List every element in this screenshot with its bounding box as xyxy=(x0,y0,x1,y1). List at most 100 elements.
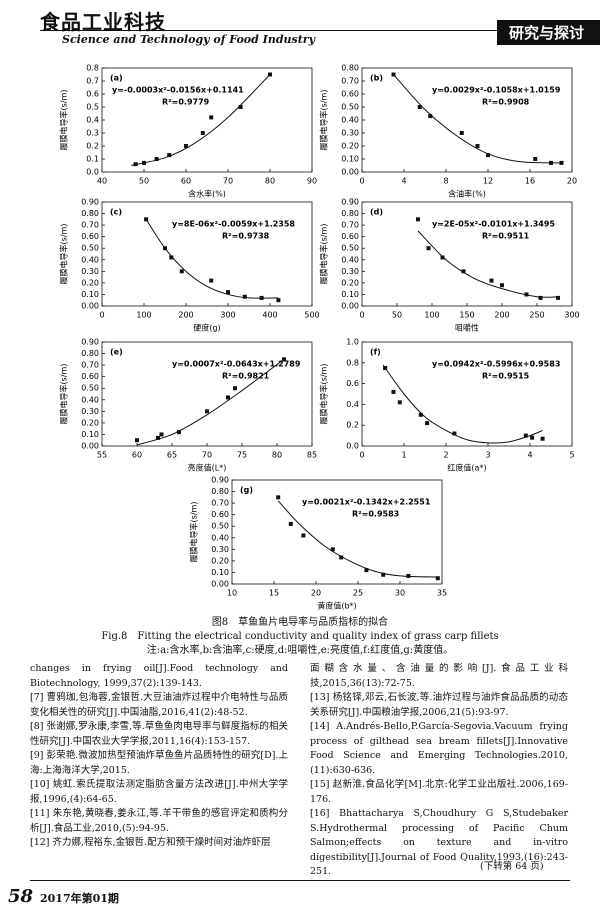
data-point xyxy=(540,436,545,441)
data-point xyxy=(426,246,431,251)
data-point xyxy=(391,72,396,77)
data-point xyxy=(524,292,529,297)
y-axis-label: 履膜电导率(s/m) xyxy=(319,90,329,151)
data-point xyxy=(381,572,386,577)
x-tick-label: 50 xyxy=(139,177,149,186)
y-tick-label: 0.70 xyxy=(81,221,99,230)
data-point xyxy=(425,421,430,426)
data-point xyxy=(205,409,209,414)
y-axis-label: 履膜电导率(s/m) xyxy=(319,364,329,425)
x-tick-label: 0 xyxy=(359,177,364,186)
data-point xyxy=(500,283,504,288)
y-tick-label: 0.20 xyxy=(211,556,229,565)
x-tick-label: 60 xyxy=(181,177,191,186)
y-tick-label: 0.0 xyxy=(346,442,359,451)
y-tick-label: 0.8 xyxy=(86,64,99,73)
reference: 面糊含水量、含油量的影响[J].食品工业科技,2015,36(13):72-75… xyxy=(310,663,568,689)
data-point xyxy=(383,366,388,370)
y-tick-label: 0.30 xyxy=(341,267,359,276)
reference: [16] Bhattacharya S,Choudhury G S,Studeb… xyxy=(310,808,568,877)
y-tick-label: 0.40 xyxy=(341,116,359,125)
data-point xyxy=(461,269,466,274)
fit-equation: y=0.0021x²-0.1342x+2.2551 xyxy=(302,498,431,507)
data-point xyxy=(556,295,560,300)
x-tick-label: 12 xyxy=(483,177,493,186)
x-tick-label: 16 xyxy=(525,177,535,186)
data-point xyxy=(159,432,164,437)
x-tick-label: 30 xyxy=(395,589,405,598)
x-tick-label: 20 xyxy=(567,177,577,186)
y-tick-label: 0.30 xyxy=(341,129,359,138)
data-point xyxy=(209,278,214,283)
data-point xyxy=(226,395,230,400)
data-point xyxy=(339,555,344,560)
x-tick-label: 100 xyxy=(424,311,439,320)
reference: [14] A.Andrés-Bello,P.García-Segovia.Vac… xyxy=(310,721,568,776)
data-point xyxy=(549,160,553,165)
y-tick-label: 0.80 xyxy=(341,64,359,73)
data-point xyxy=(301,533,306,538)
data-point xyxy=(486,153,490,158)
y-tick-label: 0.50 xyxy=(211,522,229,531)
y-tick-label: 0.40 xyxy=(81,395,99,404)
y-tick-label: 0.30 xyxy=(211,545,229,554)
chart-panel: 0.00 0.10 0.20 0.30 0.40 0.50 0.60 0.70 0.80 0 4 8 1… xyxy=(310,62,580,202)
data-point xyxy=(397,400,402,405)
x-axis-label: 硬度(g) xyxy=(193,323,220,333)
panel-label: (b) xyxy=(370,74,383,83)
x-tick-label: 90 xyxy=(307,177,317,186)
y-tick-label: 0.80 xyxy=(81,349,99,358)
data-point xyxy=(169,255,174,260)
footer-rule xyxy=(30,880,570,881)
data-point xyxy=(184,144,188,148)
data-point xyxy=(276,298,281,303)
data-point xyxy=(417,105,422,109)
data-point xyxy=(459,131,464,135)
chart: 0.0 0.2 0.4 0.6 0.8 1.0 0 1 2 3 4 5 红度值(a*) 履膜电导率(s/m… xyxy=(319,338,575,473)
data-point xyxy=(233,386,237,391)
x-tick-label: 8 xyxy=(443,177,448,186)
data-point xyxy=(144,217,149,222)
reference: [13] 杨铭铎,邓云,石长波,等.油炸过程与油炸食品品质的动态关系研究[J].… xyxy=(310,692,568,718)
data-point xyxy=(282,357,286,362)
fit-r2: R²=0.9908 xyxy=(482,98,530,107)
y-tick-label: 0.90 xyxy=(81,338,99,347)
data-point xyxy=(177,430,181,435)
y-tick-label: 0.50 xyxy=(341,103,359,112)
y-tick-label: 0.20 xyxy=(81,418,99,427)
data-point xyxy=(179,269,184,274)
x-tick-label: 2 xyxy=(443,451,448,460)
references-right: 面糊含水量、含油量的影响[J].食品工业科技,2015,36(13):72-75… xyxy=(310,662,568,880)
y-tick-label: 0.70 xyxy=(341,77,359,86)
figure-caption: 图8 草鱼鱼片电导率与品质指标的拟合 Fig.8 Fitting the ele… xyxy=(0,616,600,658)
reference: [10] 姚虹.索氏提取法测定脂肪含量方法改进[J].中州大学学报,1996,(… xyxy=(30,779,288,805)
page-number: 58 xyxy=(8,886,34,907)
x-tick-label: 20 xyxy=(311,589,321,598)
y-tick-label: 0.00 xyxy=(211,580,229,589)
y-tick-label: 0.5 xyxy=(86,103,99,112)
x-tick-label: 100 xyxy=(136,311,151,320)
panel-label: (e) xyxy=(110,348,123,357)
data-point xyxy=(142,160,146,165)
x-tick-label: 3 xyxy=(485,451,490,460)
y-tick-label: 0.0 xyxy=(86,168,99,177)
y-tick-label: 0.10 xyxy=(81,290,99,299)
data-point xyxy=(416,217,420,222)
chart-panel: 0.0 0.2 0.4 0.6 0.8 1.0 0 1 2 3 4 5 红度值(a*) 履膜电导率(s/m… xyxy=(310,336,580,476)
x-axis-label: 黄度值(b*) xyxy=(317,601,356,611)
header-rule xyxy=(40,30,520,31)
plot-frame xyxy=(101,67,313,173)
x-tick-label: 300 xyxy=(220,311,235,320)
data-point xyxy=(364,568,369,573)
x-tick-label: 150 xyxy=(459,311,474,320)
fit-equation: y=0.0007x²-0.0643x+1.2789 xyxy=(172,360,301,369)
data-point xyxy=(406,573,411,578)
x-tick-label: 4 xyxy=(527,451,532,460)
chart-panel: 0.0 0.1 0.2 0.3 0.4 0.5 0.6 0.7 0.8 40 50 60 70 80 90 含… xyxy=(50,62,320,202)
x-tick-label: 85 xyxy=(307,451,317,460)
data-point xyxy=(530,435,535,440)
issue: 2017年第01期 xyxy=(40,892,119,905)
y-tick-label: 0.70 xyxy=(211,499,229,508)
data-point xyxy=(238,105,243,109)
y-axis-label: 履膜电导率(s/m) xyxy=(189,502,199,563)
